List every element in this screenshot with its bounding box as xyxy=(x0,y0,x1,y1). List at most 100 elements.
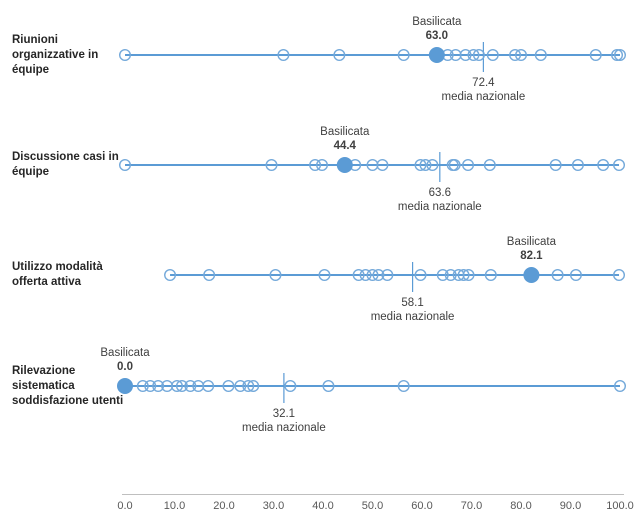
highlight-point xyxy=(428,47,445,63)
mean-caption: media nazionale xyxy=(441,91,526,103)
data-point xyxy=(144,380,157,393)
axis-tick-label: 0.0 xyxy=(117,500,133,512)
highlight-name: Basilicata xyxy=(412,16,462,28)
mean-caption: media nazionale xyxy=(242,422,326,434)
data-point xyxy=(184,380,197,393)
highlight-annotation: Basilicata 63.0 xyxy=(372,15,502,43)
data-point xyxy=(366,158,379,171)
highlight-value: 44.4 xyxy=(333,140,356,152)
data-point xyxy=(222,380,235,393)
data-point xyxy=(203,269,216,282)
data-point xyxy=(419,158,432,171)
data-point xyxy=(118,49,131,62)
mean-value: 72.4 xyxy=(472,77,495,89)
data-point xyxy=(467,49,480,62)
data-point xyxy=(376,158,389,171)
data-point xyxy=(322,380,335,393)
mean-annotation: 72.4 media nazionale xyxy=(418,76,548,104)
data-point xyxy=(381,269,394,282)
mean-caption: media nazionale xyxy=(370,311,455,323)
highlight-annotation: Basilicata 44.4 xyxy=(280,125,410,153)
data-point xyxy=(316,158,329,171)
data-point xyxy=(359,269,372,282)
data-point xyxy=(597,158,610,171)
data-point xyxy=(309,158,322,171)
axis-tick-label: 90.0 xyxy=(559,500,582,512)
data-point xyxy=(136,380,149,393)
data-point xyxy=(444,269,457,282)
highlight-name: Basilicata xyxy=(506,236,556,248)
data-point xyxy=(397,380,410,393)
data-point xyxy=(549,158,562,171)
data-point xyxy=(318,269,331,282)
data-point xyxy=(484,269,497,282)
axis-tick-label: 60.0 xyxy=(411,500,433,512)
data-point xyxy=(414,158,427,171)
data-point xyxy=(571,158,584,171)
data-point xyxy=(483,158,496,171)
highlight-value: 82.1 xyxy=(520,250,543,262)
data-point xyxy=(472,49,485,62)
mean-annotation: 58.1 media nazionale xyxy=(348,296,478,324)
data-point xyxy=(284,380,297,393)
data-point xyxy=(234,380,247,393)
axis-tick-label: 40.0 xyxy=(312,500,334,512)
data-point xyxy=(613,269,626,282)
axis-tick-label: 50.0 xyxy=(361,500,384,512)
data-point xyxy=(449,49,462,62)
data-point xyxy=(462,269,475,282)
data-point xyxy=(611,49,624,62)
data-point xyxy=(366,269,379,282)
highlight-annotation: Basilicata 0.0 xyxy=(60,346,190,374)
data-point xyxy=(352,269,365,282)
data-point xyxy=(462,158,475,171)
data-point xyxy=(202,380,215,393)
axis-tick-label: 100.0 xyxy=(606,500,634,512)
data-point xyxy=(486,49,499,62)
axis-tick-label: 10.0 xyxy=(163,500,186,512)
mean-value: 63.6 xyxy=(428,187,451,199)
data-point xyxy=(457,269,470,282)
data-point xyxy=(269,269,282,282)
data-point xyxy=(452,269,465,282)
highlight-value: 63.0 xyxy=(425,30,449,42)
highlight-name: Basilicata xyxy=(100,347,150,359)
data-point xyxy=(247,380,260,393)
data-point xyxy=(118,158,131,171)
highlight-name: Basilicata xyxy=(320,126,370,138)
data-point xyxy=(265,158,278,171)
data-point xyxy=(459,49,472,62)
data-point xyxy=(515,49,528,62)
data-point xyxy=(614,380,627,393)
mean-annotation: 32.1 media nazionale xyxy=(219,407,349,435)
data-point xyxy=(613,158,626,171)
data-point xyxy=(175,380,188,393)
data-point xyxy=(534,49,547,62)
highlight-point xyxy=(336,157,353,173)
x-axis: 0.0 10.0 20.0 30.0 40.0 50.0 60.0 70.0 80.0 90.0 1… xyxy=(0,500,643,516)
highlight-annotation: Basilicata 82.1 xyxy=(466,235,596,263)
data-point xyxy=(152,380,165,393)
data-point xyxy=(436,269,449,282)
data-point xyxy=(569,269,582,282)
data-point xyxy=(589,49,602,62)
data-point xyxy=(397,49,410,62)
data-point xyxy=(277,49,290,62)
data-point xyxy=(372,269,385,282)
axis-tick-label: 30.0 xyxy=(262,500,285,512)
data-point xyxy=(170,380,183,393)
mean-value: 32.1 xyxy=(272,408,296,420)
data-point xyxy=(242,380,255,393)
mean-value: 58.1 xyxy=(401,297,424,309)
data-point xyxy=(448,158,461,171)
data-point xyxy=(614,49,627,62)
data-point xyxy=(426,158,439,171)
data-point xyxy=(414,269,427,282)
highlight-point xyxy=(117,378,133,394)
row-label-discussione: Discussione casi in équipe xyxy=(12,151,119,178)
data-point xyxy=(164,269,177,282)
row-label-utilizzo: Utilizzo modalità offerta attiva xyxy=(12,261,103,288)
highlight-value: 0.0 xyxy=(117,361,133,373)
